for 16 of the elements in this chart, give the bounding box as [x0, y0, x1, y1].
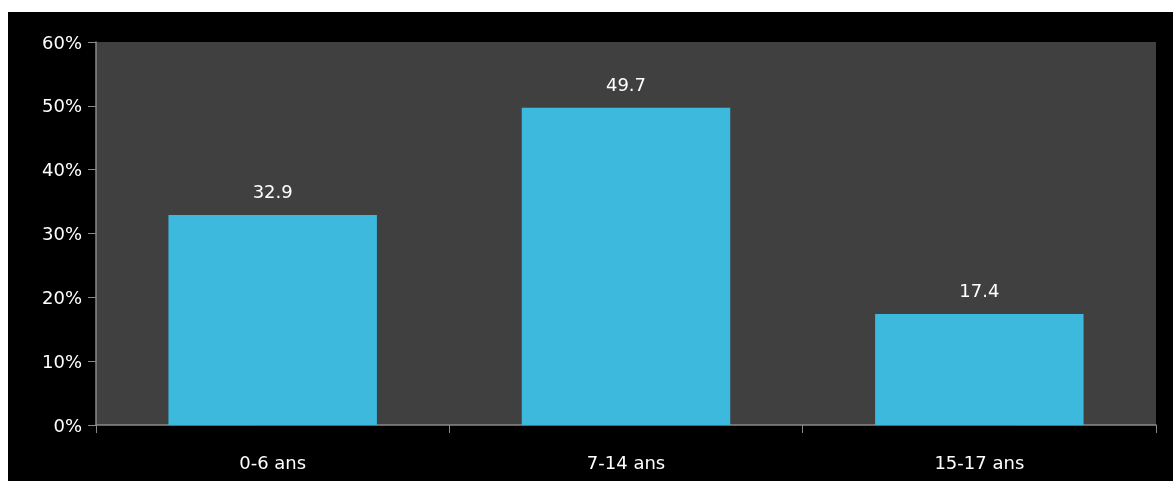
x-tick-label: 15-17 ans [934, 451, 1025, 473]
y-tick-label: 30% [41, 223, 82, 244]
data-label: 49.7 [605, 74, 647, 96]
data-label: 32.9 [252, 181, 293, 203]
bar [168, 214, 377, 425]
x-tick-label: 0-6 ans [239, 451, 307, 473]
data-label: 17.4 [959, 280, 1000, 302]
y-tick-label: 20% [41, 286, 82, 308]
y-tick-label: 0% [53, 414, 82, 436]
y-tick-label: 40% [41, 159, 82, 181]
y-tick-label: 10% [41, 350, 82, 372]
x-tick-label: 7-14 ans [586, 451, 666, 473]
bar [875, 313, 1084, 425]
y-tick-label: 50% [41, 95, 82, 117]
bar [521, 107, 731, 425]
y-tick-label: 60% [41, 31, 82, 53]
